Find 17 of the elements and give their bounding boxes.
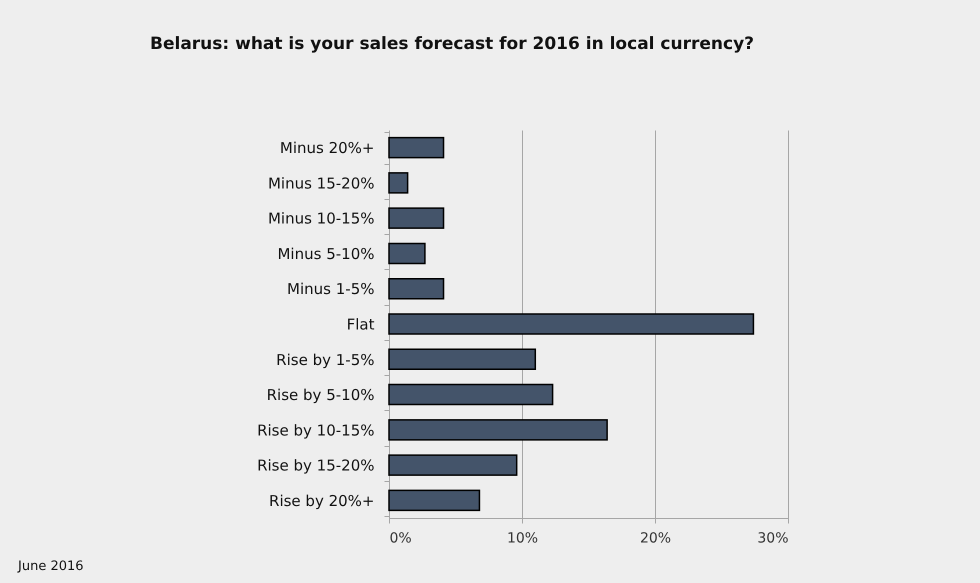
x-tick-label: 30%: [757, 530, 788, 546]
y-tick-label: Minus 20%+: [280, 139, 374, 158]
y-tick-label: Minus 10-15%: [268, 210, 374, 228]
x-tick-label: 10%: [506, 530, 538, 546]
y-tick-label: Minus 1-5%: [287, 280, 374, 298]
x-tick-label: 0%: [390, 530, 412, 546]
y-tick-label: Rise by 20%+: [269, 492, 374, 510]
y-tick-label: Flat: [346, 316, 375, 334]
y-tick-label: Minus 5-10%: [277, 244, 374, 263]
y-tick-label: Rise by 10-15%: [257, 421, 374, 440]
y-tick-label: Rise by 1-5%: [276, 350, 374, 369]
x-tick-label: 20%: [640, 530, 672, 546]
text: June 2016: [17, 559, 84, 574]
y-tick-label: Rise by 5-10%: [266, 386, 374, 404]
y-tick-label: Rise by 15-20%: [257, 456, 374, 475]
chart-title: Belarus: what is your sales forecast for 2016 in local currency?: [150, 34, 754, 54]
y-tick-label: Minus 15-20%: [268, 174, 374, 192]
